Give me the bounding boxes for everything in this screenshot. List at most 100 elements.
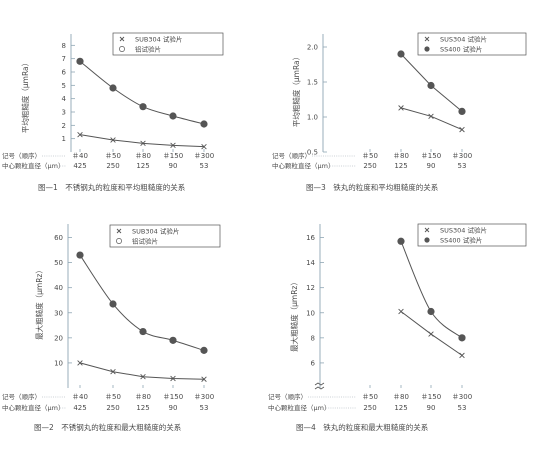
y-tick-label: 16 bbox=[306, 234, 315, 242]
x-diameter-label: 90 bbox=[427, 162, 436, 170]
legend-marker-circle bbox=[119, 46, 125, 52]
y-tick-label: 8 bbox=[311, 334, 315, 342]
data-point bbox=[398, 105, 404, 111]
legend-marker-x bbox=[116, 228, 122, 234]
axis-break-mark bbox=[314, 382, 325, 390]
legend-marker-dot bbox=[424, 237, 430, 243]
y-tick-label: 1.0 bbox=[307, 114, 318, 122]
x-diameter-label: 250 bbox=[363, 162, 376, 170]
x-category-label: ＃150 bbox=[421, 152, 441, 160]
legend-marker-x bbox=[424, 227, 430, 233]
legend-box bbox=[112, 32, 224, 56]
y-tick-label: 12 bbox=[306, 284, 315, 292]
x-diameter-label: 90 bbox=[169, 404, 178, 412]
chart-3: 10 20 30 40 50 60 最大粗糙度（μmRz） 记号（顺序） 中心颗粒直径（μm） ＃… bbox=[2, 224, 221, 432]
y-axis-label: 平均粗糙度（μmRa） bbox=[291, 53, 301, 127]
x-diameter-label: 125 bbox=[394, 162, 407, 170]
y-tick-label: 7 bbox=[62, 55, 66, 63]
data-point bbox=[170, 142, 176, 149]
x-category-label: ＃50 bbox=[362, 152, 378, 160]
legend-marker-x bbox=[424, 36, 430, 42]
data-point bbox=[459, 352, 465, 359]
series-line bbox=[79, 60, 205, 125]
x-category-label: ＃50 bbox=[105, 393, 121, 401]
x-category-label: ＃300 bbox=[452, 152, 472, 160]
x-category-label: ＃50 bbox=[362, 393, 378, 401]
x-category-label: ＃300 bbox=[194, 152, 214, 160]
y-tick-label: 14 bbox=[306, 259, 315, 267]
data-point bbox=[459, 126, 465, 133]
y-tick-label: 40 bbox=[54, 284, 63, 292]
data-point bbox=[169, 112, 177, 120]
x-category-label: ＃80 bbox=[393, 152, 409, 160]
x-diameter-label: 250 bbox=[106, 404, 119, 412]
data-point bbox=[140, 140, 146, 147]
x-category-label: ＃80 bbox=[135, 393, 151, 401]
y-tick-label: 6 bbox=[62, 69, 67, 77]
data-point bbox=[170, 375, 176, 382]
row-label-symbol: 记号（顺序） bbox=[2, 151, 41, 160]
data-point bbox=[140, 373, 146, 380]
legend-box bbox=[417, 223, 527, 247]
y-tick-label: 8 bbox=[62, 42, 66, 50]
data-point bbox=[428, 113, 434, 120]
y-tick-label: 20 bbox=[54, 334, 63, 342]
data-point bbox=[76, 57, 84, 65]
y-tick-label: 3 bbox=[62, 109, 66, 117]
data-point bbox=[139, 103, 147, 111]
x-diameter-label: 53 bbox=[458, 404, 467, 412]
y-tick-label: 10 bbox=[54, 359, 63, 367]
chart-2: 0.5 1.0 1.5 2.0 平均粗糙度（μmRa） 记号（顺序）中心颗粒直径（μm） ＃… bbox=[272, 32, 527, 192]
figure-caption: 图—4 铁丸的粒度和最大粗糙度的关系 bbox=[296, 422, 429, 432]
y-tick-label: 0.5 bbox=[307, 149, 318, 157]
data-point bbox=[109, 300, 117, 308]
data-point bbox=[139, 327, 147, 336]
x-diameter-label: 125 bbox=[136, 162, 149, 170]
data-point bbox=[427, 81, 435, 90]
data-point bbox=[169, 336, 177, 344]
data-point bbox=[397, 237, 405, 245]
legend-label: SUB304 试验片 bbox=[132, 227, 179, 236]
legend-label: 铝试验片 bbox=[132, 237, 158, 246]
y-axis-label: 最大粗糙度（μmRz） bbox=[34, 266, 44, 340]
x-diameter-label: 53 bbox=[458, 162, 467, 170]
x-diameter-label: 125 bbox=[394, 404, 407, 412]
row-label-diameter: 中心颗粒直径（μm） bbox=[272, 161, 334, 170]
x-diameter-label: 90 bbox=[169, 162, 178, 170]
y-tick-label: 4 bbox=[62, 95, 67, 103]
legend-box bbox=[417, 32, 527, 56]
figure-caption: 图—2 不锈钢丸的粒度和最大粗糙度的关系 bbox=[34, 422, 182, 432]
row-label-diameter: 中心颗粒直径（μm） bbox=[268, 403, 330, 412]
legend-marker-x bbox=[119, 36, 125, 42]
data-point bbox=[201, 376, 207, 382]
series-line bbox=[79, 362, 205, 380]
y-tick-label: 50 bbox=[54, 259, 63, 267]
x-diameter-label: 425 bbox=[73, 162, 86, 170]
figure-caption: 图—3 铁丸的粒度和平均粗糙度的关系 bbox=[306, 182, 439, 192]
data-point bbox=[200, 120, 208, 128]
x-category-label: ＃40 bbox=[72, 152, 88, 160]
x-diameter-label: 125 bbox=[136, 404, 149, 412]
x-diameter-label: 250 bbox=[106, 162, 119, 170]
chart-1: 1 2 3 4 5 6 7 8 平均粗糙度（μmRa） 记号（顺序）中心颗粒直径（μm） ＃40 ＃5… bbox=[2, 32, 224, 192]
x-diameter-label: 90 bbox=[427, 404, 436, 412]
data-point bbox=[200, 346, 208, 354]
y-tick-label: 30 bbox=[54, 309, 63, 317]
y-tick-label: 60 bbox=[54, 234, 63, 242]
x-category-label: ＃80 bbox=[393, 393, 409, 401]
x-diameter-label: 53 bbox=[200, 404, 209, 412]
row-label-diameter: 中心颗粒直径（μm） bbox=[2, 403, 64, 412]
x-category-label: ＃150 bbox=[163, 393, 183, 401]
data-point bbox=[110, 368, 116, 375]
y-axis-label: 最大粗糙度（μmRz） bbox=[289, 278, 299, 352]
y-axis-label: 平均粗糙度（μmRa） bbox=[20, 59, 30, 133]
series-line bbox=[400, 107, 463, 131]
data-point bbox=[428, 331, 434, 337]
row-label-symbol: 记号（顺序） bbox=[2, 392, 41, 401]
y-tick-label: 1 bbox=[62, 135, 66, 143]
row-label-symbol: 记号（顺序） bbox=[272, 151, 311, 160]
figure-caption: 图—1 不锈钢丸的粒度和平均粗糙度的关系 bbox=[38, 182, 186, 192]
